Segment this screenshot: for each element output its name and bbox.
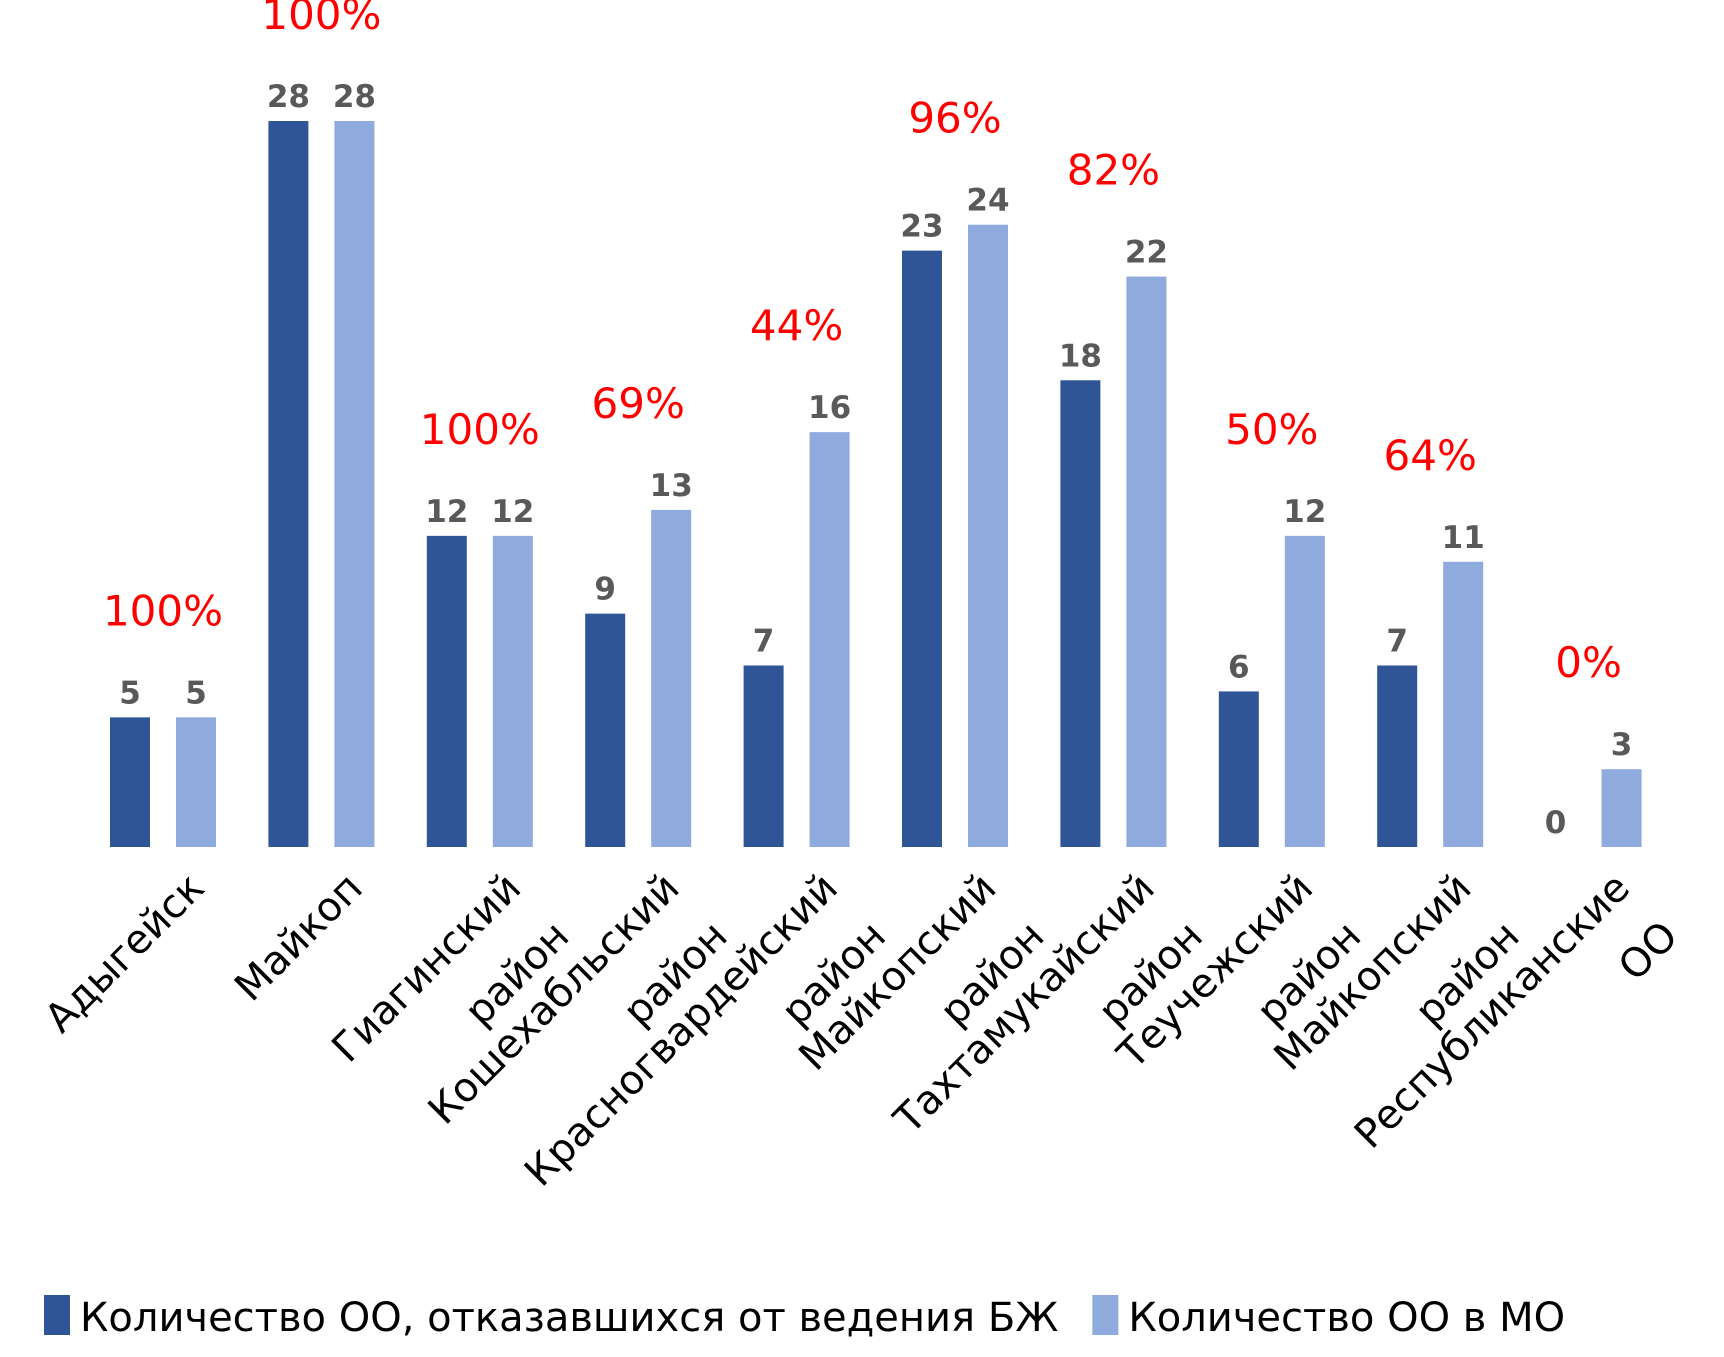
- annotation: 100%: [420, 405, 540, 454]
- bar: [1377, 665, 1418, 847]
- bar: [110, 717, 150, 847]
- bar: [1284, 535, 1325, 847]
- x-tick-label: Майкоп: [226, 865, 372, 1011]
- bar: [426, 535, 467, 847]
- value-label: 6: [1228, 649, 1250, 685]
- annotation: 44%: [750, 301, 843, 350]
- bar: [492, 535, 533, 847]
- value-label: 28: [333, 79, 376, 115]
- bar: [743, 665, 784, 847]
- x-tick-label: Адыгейск: [36, 865, 213, 1042]
- value-label: 16: [808, 390, 851, 426]
- value-label: 11: [1442, 520, 1485, 556]
- legend-swatch: [1092, 1295, 1119, 1335]
- bar: [585, 613, 626, 847]
- annotation: 100%: [103, 586, 223, 635]
- bar: [1060, 380, 1101, 847]
- value-label: 24: [966, 183, 1009, 219]
- bar: [334, 121, 375, 847]
- value-label: 12: [1283, 494, 1326, 530]
- annotation: 82%: [1067, 146, 1160, 195]
- value-label: 12: [491, 494, 534, 530]
- value-label: 23: [900, 209, 943, 245]
- bar: [1443, 561, 1484, 847]
- legend-swatch: [44, 1295, 70, 1335]
- bar: [968, 224, 1008, 847]
- value-label: 0: [1545, 805, 1567, 841]
- value-label: 9: [594, 572, 616, 608]
- annotation: 50%: [1225, 405, 1318, 454]
- bar: [268, 121, 309, 847]
- bar: [809, 432, 850, 847]
- bar: [902, 250, 942, 848]
- value-label: 7: [1386, 624, 1408, 660]
- bar: [651, 509, 692, 847]
- bar: [1218, 691, 1259, 847]
- value-label: 12: [425, 494, 468, 530]
- annotation: 0%: [1555, 638, 1622, 687]
- value-label: 13: [650, 468, 693, 504]
- value-label: 3: [1611, 727, 1633, 763]
- annotation: 64%: [1384, 431, 1477, 480]
- annotation: 96%: [908, 94, 1001, 143]
- value-label: 5: [185, 675, 207, 711]
- annotation: 69%: [592, 379, 685, 428]
- value-label: 22: [1125, 235, 1168, 271]
- value-label: 18: [1059, 338, 1102, 374]
- bar: [1601, 769, 1642, 847]
- legend-label: Количество ОО в МО: [1128, 1295, 1565, 1341]
- legend-label: Количество ОО, отказавшихся от ведения Б…: [80, 1295, 1058, 1341]
- value-label: 5: [119, 675, 141, 711]
- value-label: 28: [267, 79, 310, 115]
- value-label: 7: [753, 624, 775, 660]
- bar: [176, 717, 216, 847]
- bar: [1126, 276, 1167, 848]
- annotation: 100%: [261, 0, 381, 39]
